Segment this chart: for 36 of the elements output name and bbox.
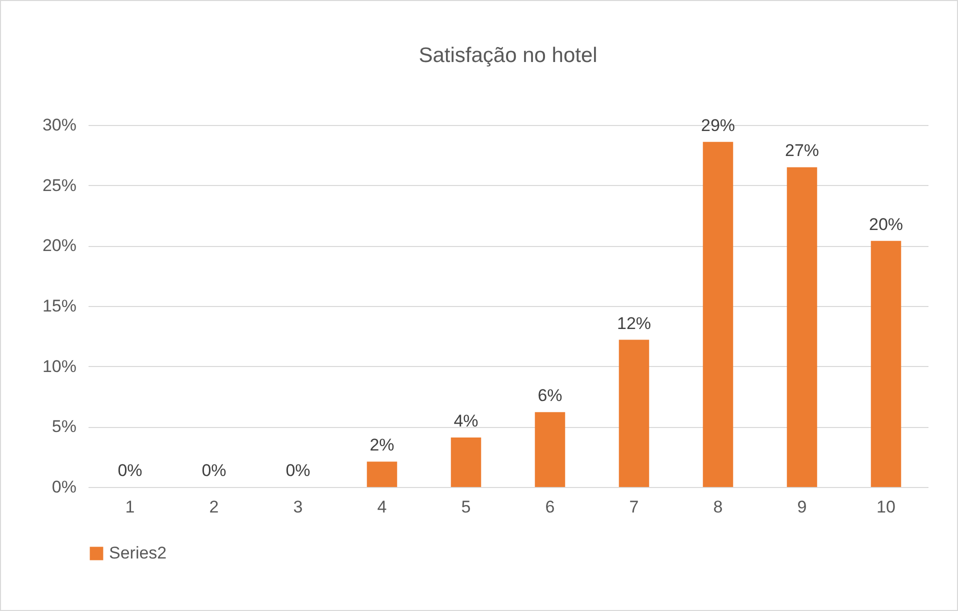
x-tick-label: 9 (797, 498, 807, 516)
chart-title: Satisfação no hotel (418, 44, 598, 67)
bar (450, 438, 482, 487)
y-tick-label: 15% (42, 296, 76, 316)
bar (534, 412, 566, 487)
x-tick-label: 4 (377, 498, 387, 516)
legend-label: Series2 (109, 544, 167, 562)
y-tick-label: 20% (42, 236, 76, 256)
data-label: 29% (700, 116, 736, 135)
bar (786, 167, 818, 487)
data-label: 27% (784, 141, 820, 160)
x-tick-label: 3 (293, 498, 303, 516)
x-tick-label: 10 (876, 498, 896, 516)
y-tick-label: 30% (42, 116, 76, 134)
data-label: 6% (538, 386, 562, 406)
data-label: 0% (202, 461, 226, 480)
x-tick-label: 6 (545, 498, 555, 516)
x-tick-label: 7 (629, 498, 639, 516)
y-tick-label: 5% (52, 417, 76, 436)
bar (870, 240, 902, 487)
x-tick-label: 8 (713, 498, 723, 516)
data-label: 4% (454, 412, 478, 431)
data-label: 0% (118, 461, 142, 480)
x-tick-label: 2 (209, 498, 219, 516)
y-tick-label: 10% (42, 356, 76, 376)
data-label: 2% (370, 436, 394, 455)
x-tick-label: 1 (125, 498, 135, 516)
data-label: 0% (286, 461, 310, 480)
bar (366, 462, 398, 487)
bar (702, 142, 734, 487)
bar (618, 340, 650, 487)
x-tick-label: 5 (461, 498, 471, 516)
y-tick-label: 25% (42, 176, 76, 195)
y-tick-label: 0% (52, 478, 76, 496)
data-label: 20% (868, 214, 904, 234)
data-label: 12% (616, 314, 652, 333)
